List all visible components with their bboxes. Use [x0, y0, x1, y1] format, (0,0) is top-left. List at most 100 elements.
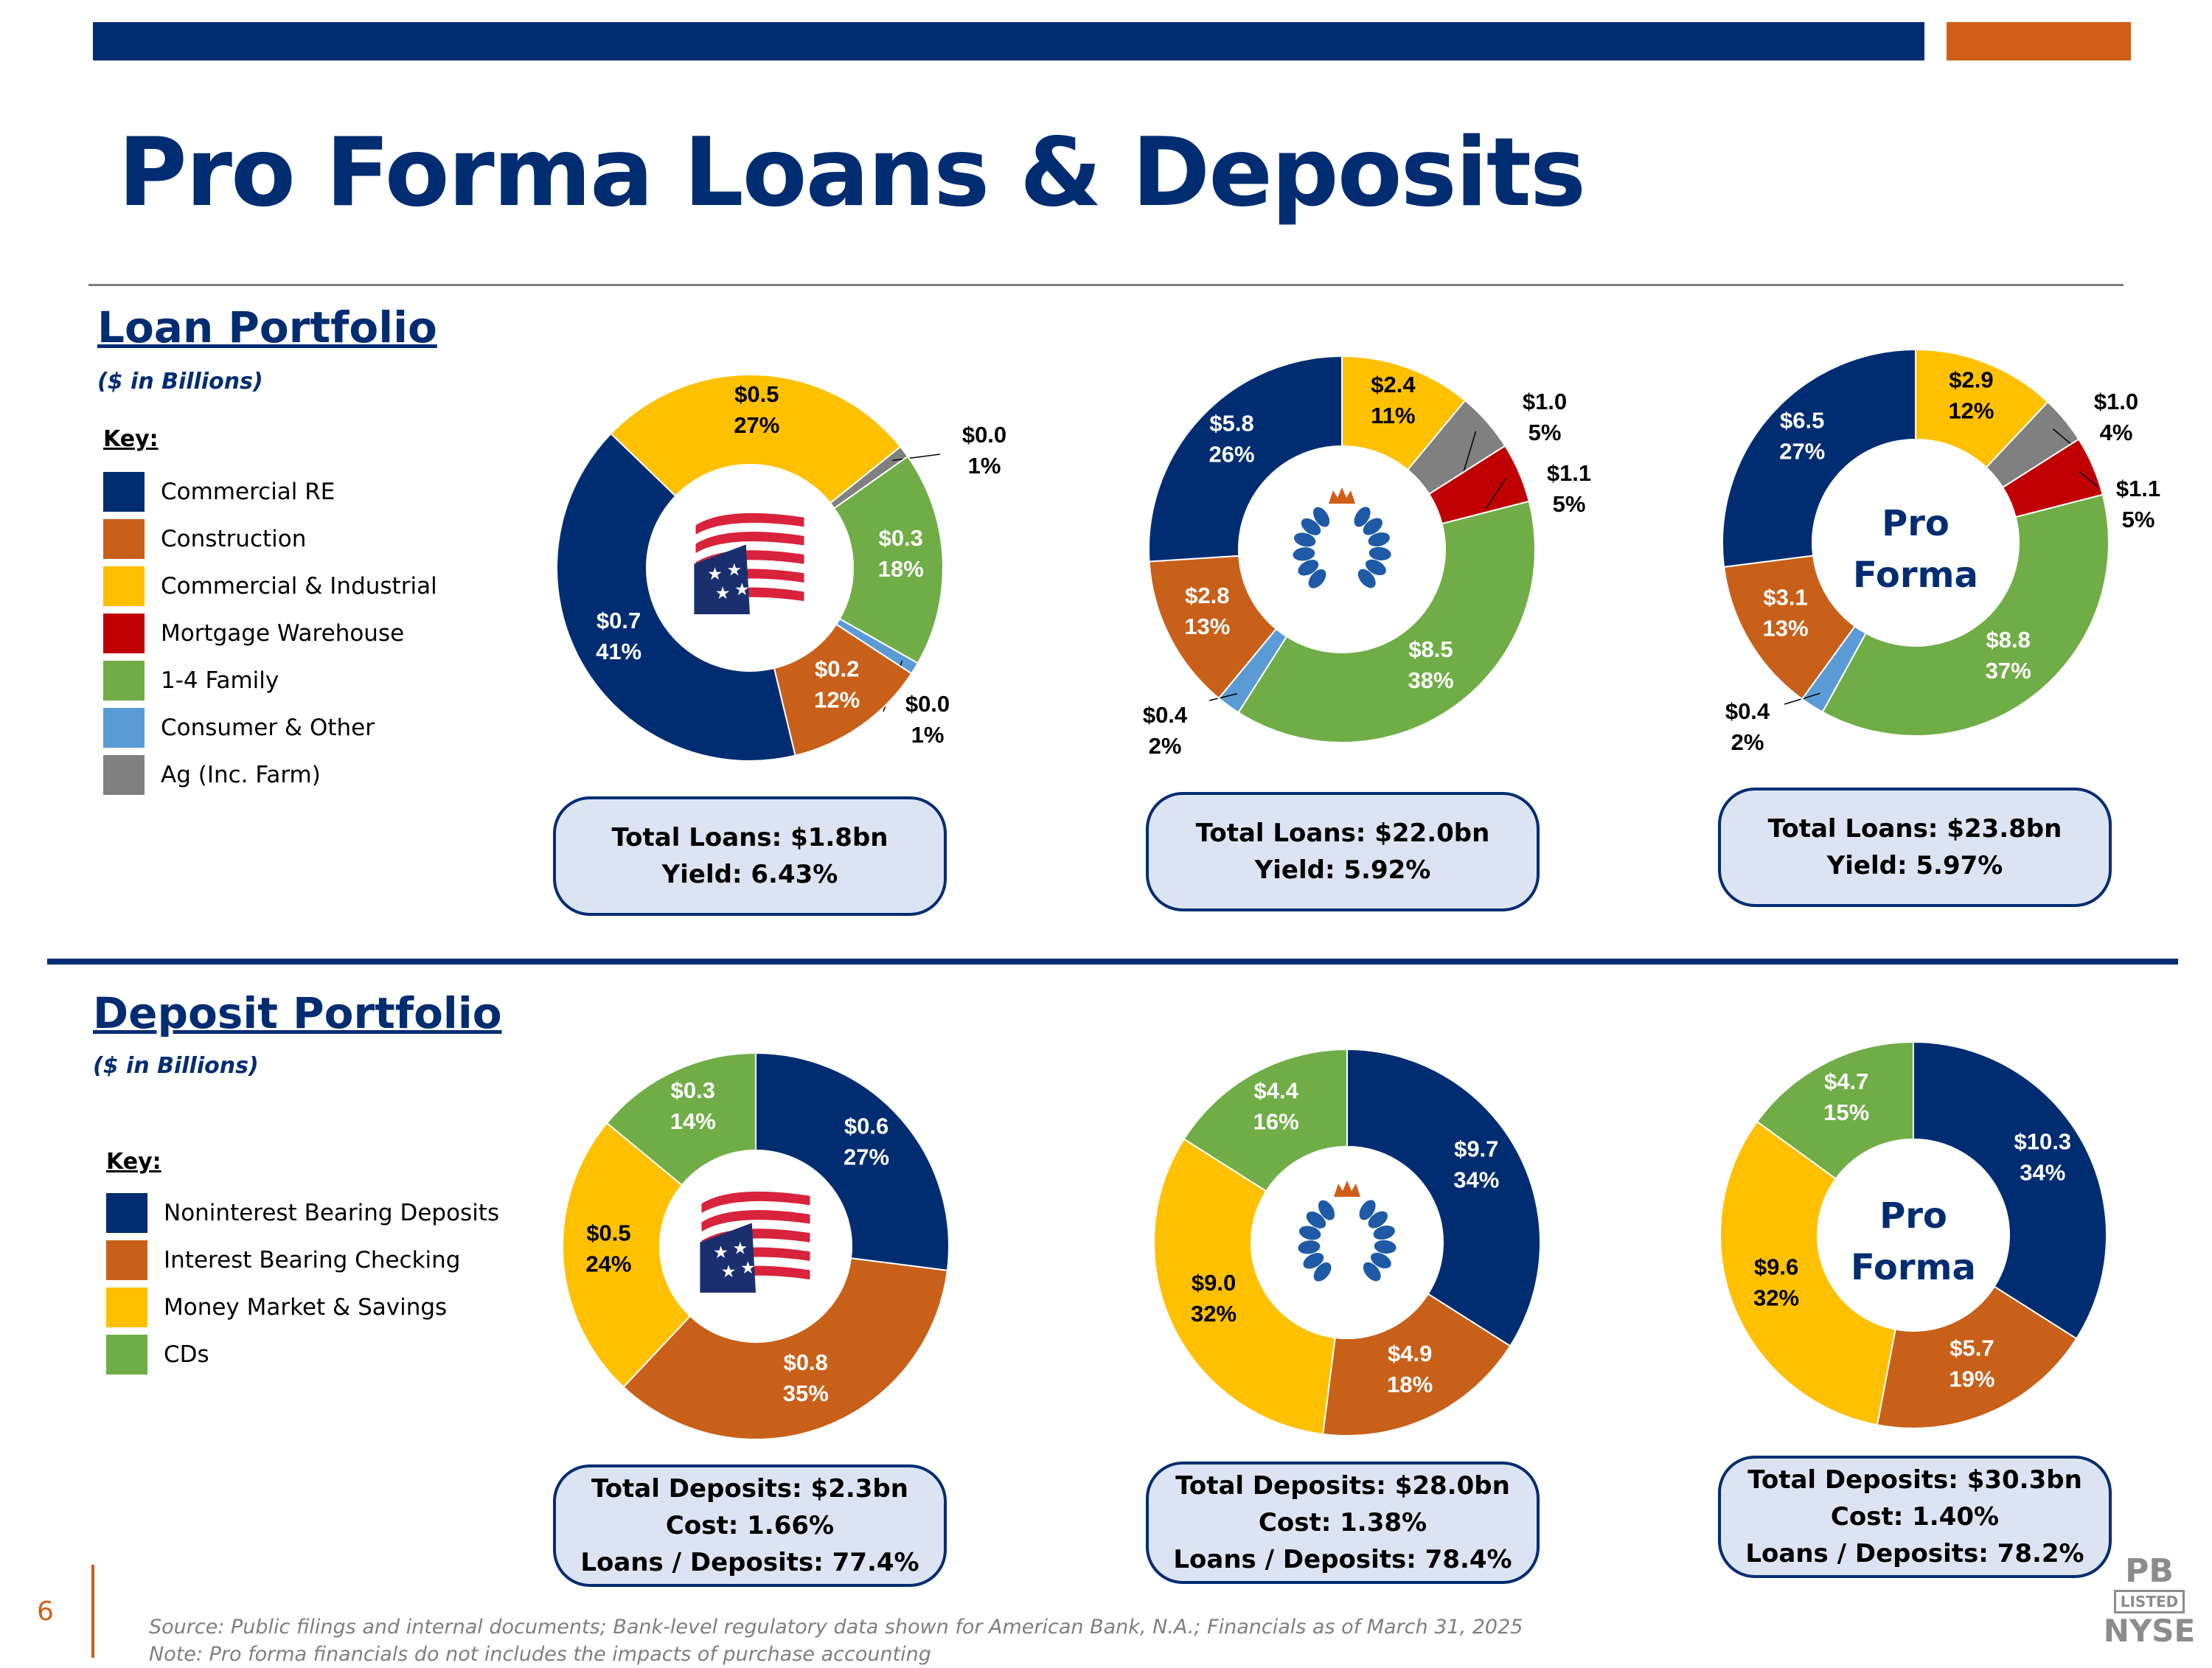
donut-slice	[755, 1052, 950, 1271]
slice-value-label: $0.2	[815, 656, 859, 682]
loan-key: Commercial RE Construction Commercial & …	[103, 468, 437, 799]
slice-percent-label: 16%	[1253, 1109, 1299, 1135]
deposit-cost: Cost: 1.40%	[1830, 1502, 2000, 1532]
header-bar-navy	[93, 22, 1924, 60]
page-number: 6	[37, 1596, 54, 1627]
slice-percent-label: 24%	[585, 1251, 631, 1277]
slice-percent-label: 41%	[596, 639, 641, 664]
slice-value-label: $0.6	[844, 1113, 888, 1139]
leader-line	[1463, 431, 1477, 473]
donut-slice	[610, 374, 902, 504]
slice-percent-label: 2%	[1731, 729, 1764, 755]
loan-key-item: Construction	[103, 515, 437, 563]
leader-line	[1208, 693, 1237, 701]
flag-logo-icon: ★ ★★ ★	[694, 512, 804, 614]
loan-summary-box: Total Loans: $1.8bn Yield: 6.43%	[553, 796, 947, 916]
slice-value-label: $9.7	[1454, 1136, 1498, 1162]
legend-swatch	[106, 1288, 147, 1327]
page-title: Pro Forma Loans & Deposits	[118, 118, 1586, 228]
slice-percent-label: 38%	[1408, 667, 1453, 693]
loan-summary-box: Total Loans: $23.8bn Yield: 5.97%	[1718, 788, 2112, 907]
slice-percent-label: 13%	[1763, 615, 1809, 641]
legend-swatch	[103, 614, 145, 653]
slice-value-label: $2.8	[1185, 583, 1229, 608]
donut-slice	[1821, 493, 2110, 737]
loan-key-item: Ag (Inc. Farm)	[103, 751, 437, 799]
deposit-section-subtitle: ($ in Billions)	[93, 1053, 259, 1079]
loan-key-title: Key:	[103, 426, 159, 452]
loan-total: Total Loans: $1.8bn	[611, 823, 888, 852]
donut-chart: $2.4 11% $1.0 5% $1.1 5% $8.5 38% $0.4 2% $2.8 13% $…	[1143, 355, 1591, 759]
deposit-key: Noninterest Bearing Deposits Interest Be…	[106, 1189, 499, 1378]
donut-slice	[1237, 500, 1537, 743]
donut-slice	[1876, 1285, 2078, 1429]
slice-value-label: $0.7	[597, 608, 641, 633]
flag-logo-icon: ★ ★★ ★	[700, 1191, 810, 1293]
donut-slice	[1153, 1138, 1336, 1436]
slice-percent-label: 18%	[1387, 1372, 1433, 1397]
loan-key-item: Consumer & Other	[103, 704, 437, 751]
deposit-key-item: Interest Bearing Checking	[106, 1237, 499, 1284]
donut-slice	[1722, 348, 1916, 568]
loans-to-deposits: Loans / Deposits: 78.4%	[1173, 1545, 1512, 1574]
slice-percent-label: 2%	[1149, 733, 1182, 759]
slice-value-label: $4.9	[1388, 1341, 1432, 1366]
slice-percent-label: 12%	[814, 687, 860, 713]
deposit-summary-box: Total Deposits: $28.0bn Cost: 1.38% Loan…	[1146, 1462, 1540, 1584]
slice-percent-label: 32%	[1191, 1301, 1237, 1327]
slice-value-label: $3.1	[1763, 584, 1807, 610]
slice-value-label: $0.4	[1143, 702, 1188, 728]
loan-section-title: Loan Portfolio	[97, 302, 437, 352]
loan-yield: Yield: 6.43%	[661, 860, 838, 889]
loan-total: Total Loans: $22.0bn	[1195, 819, 1490, 848]
slice-value-label: $5.8	[1209, 411, 1253, 437]
crown-wreath-logo-icon	[1298, 1181, 1397, 1282]
donut-slice	[1183, 1048, 1348, 1192]
donut-chart: $9.7 34% $4.9 18% $9.0 32% $4.4 16%	[1153, 1048, 1541, 1436]
slice-percent-label: 15%	[1823, 1099, 1869, 1125]
slice-value-label: $8.5	[1408, 636, 1453, 662]
legend-swatch	[103, 519, 145, 559]
donut-slice	[833, 455, 944, 664]
donut-center-label: Forma	[1853, 555, 1978, 596]
slice-percent-label: 5%	[1528, 420, 1562, 445]
slice-value-label: $0.8	[784, 1349, 828, 1375]
deposit-key-title: Key:	[106, 1149, 161, 1175]
svg-text:★: ★	[713, 1243, 728, 1262]
donut-slice	[1148, 355, 1343, 563]
loan-key-item: Commercial RE	[103, 468, 437, 515]
page-number-rule	[91, 1565, 94, 1658]
slice-value-label: $0.3	[879, 525, 923, 551]
slice-percent-label: 1%	[968, 453, 1001, 479]
legend-swatch	[103, 566, 145, 606]
slice-value-label: $4.7	[1824, 1068, 1868, 1094]
slice-percent-label: 13%	[1184, 614, 1230, 639]
svg-text:★: ★	[715, 584, 731, 603]
donut-chart: $10.3 34% $5.7 19% $9.6 32% $4.7 15% Pro Forma	[1719, 1040, 2107, 1429]
legend-swatch	[106, 1193, 147, 1233]
slice-value-label: $6.5	[1780, 407, 1824, 433]
slice-value-label: $0.5	[734, 381, 779, 407]
deposit-cost: Cost: 1.66%	[665, 1511, 835, 1540]
slice-percent-label: 18%	[878, 556, 924, 582]
donut-center-label: Pro	[1882, 503, 1950, 544]
loans-to-deposits: Loans / Deposits: 77.4%	[580, 1548, 919, 1577]
slice-value-label: $0.0	[962, 422, 1006, 448]
legend-swatch	[103, 661, 145, 701]
slice-value-label: $1.0	[2094, 389, 2138, 414]
slice-value-label: $1.0	[1523, 389, 1567, 414]
loan-key-item: 1-4 Family	[103, 657, 437, 704]
deposit-section-title: Deposit Portfolio	[93, 988, 502, 1038]
slice-percent-label: 27%	[844, 1144, 889, 1170]
donut-slice	[1756, 1040, 1914, 1180]
leader-line	[892, 454, 941, 462]
donut-slice	[556, 432, 796, 762]
slice-percent-label: 1%	[911, 722, 945, 748]
note-line: Note: Pro forma financials do not includ…	[149, 1643, 931, 1666]
slice-percent-label: 35%	[783, 1380, 829, 1406]
donut-slice	[622, 1257, 949, 1440]
loan-total: Total Loans: $23.8bn	[1767, 814, 2062, 844]
slice-value-label: $1.1	[2116, 476, 2160, 501]
source-line: Source: Public filings and internal docu…	[149, 1616, 1523, 1639]
